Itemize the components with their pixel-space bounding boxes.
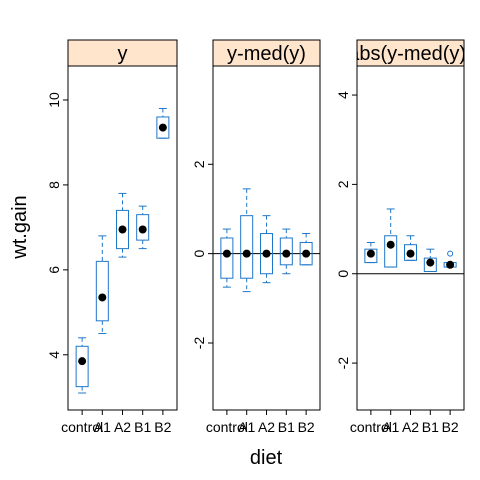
box-control [75,337,89,394]
box-body [95,260,109,322]
median-dot [78,357,87,366]
median-dot [282,249,291,258]
box-B1 [279,228,293,275]
median-dot [302,249,311,258]
box-B2 [156,107,170,139]
x-tick-label: A2 [402,419,419,435]
strip-background [356,39,465,67]
median-dot [406,249,415,258]
median-dot [158,123,167,132]
box-B1 [136,205,150,250]
x-tick-label: A2 [258,419,275,435]
x-tick-label: A1 [94,419,111,435]
y-tick-label: -2 [335,357,351,370]
box-body [136,214,150,241]
box-control [364,241,378,264]
y-tick-label: 8 [46,181,62,189]
y-tick-label: 2 [191,160,207,168]
strip-background [212,39,321,67]
x-tick-label: B1 [422,419,439,435]
box-body [423,257,437,273]
x-tick-label: control [206,419,248,435]
median-dot [222,249,231,258]
median-dot [386,240,395,249]
x-tick-label: B1 [134,419,151,435]
strip-label: abs(y-med(y)) [348,43,472,65]
x-axis-title: diet [250,447,283,469]
box-B2 [299,233,313,266]
box-body [299,241,313,266]
box-body [279,237,293,266]
y-tick-label: 2 [335,180,351,188]
y-tick-label: 0 [191,250,207,258]
x-tick-label: B2 [298,419,315,435]
x-tick-label: control [61,419,103,435]
box-body [364,248,378,264]
strip-background [67,39,178,67]
box-body [156,116,170,139]
box-body [116,209,129,250]
y-tick-label: 6 [46,266,62,274]
box-A1 [384,208,398,268]
box-A2 [260,215,273,284]
box-body [404,244,417,261]
strip-label: y-med(y) [227,43,306,65]
y-tick-label: 4 [46,351,62,359]
box-body [260,233,273,275]
x-tick-label: A2 [114,419,131,435]
y-axis-title: wt.gain [9,195,31,259]
median-dot [98,293,107,302]
x-tick-label: B2 [442,419,459,435]
x-tick-label: B2 [154,419,171,435]
y-tick-label: 4 [335,91,351,99]
strip-label: y [118,43,128,65]
box-A2 [116,192,129,258]
box-B1 [423,248,437,273]
box-body [240,215,254,279]
median-dot [118,225,127,234]
box-A2 [404,235,417,261]
x-tick-label: B1 [278,419,295,435]
box-A1 [240,188,254,293]
x-tick-label: A1 [238,419,255,435]
median-dot [138,225,147,234]
median-dot [446,260,455,269]
box-body [75,345,89,388]
x-tick-label: control [350,419,392,435]
box-control [220,228,234,288]
median-dot [366,249,375,258]
median-dot [262,249,271,258]
box-A1 [95,235,109,335]
x-tick-label: A1 [382,419,399,435]
y-tick-label: -2 [191,337,207,350]
box-body [220,237,234,279]
outlier-point [447,250,454,257]
y-tick-label: 10 [46,92,62,108]
box-body [384,235,398,268]
median-dot [242,249,251,258]
median-dot [426,258,435,267]
y-tick-label: 0 [335,270,351,278]
box-B2 [443,250,457,269]
